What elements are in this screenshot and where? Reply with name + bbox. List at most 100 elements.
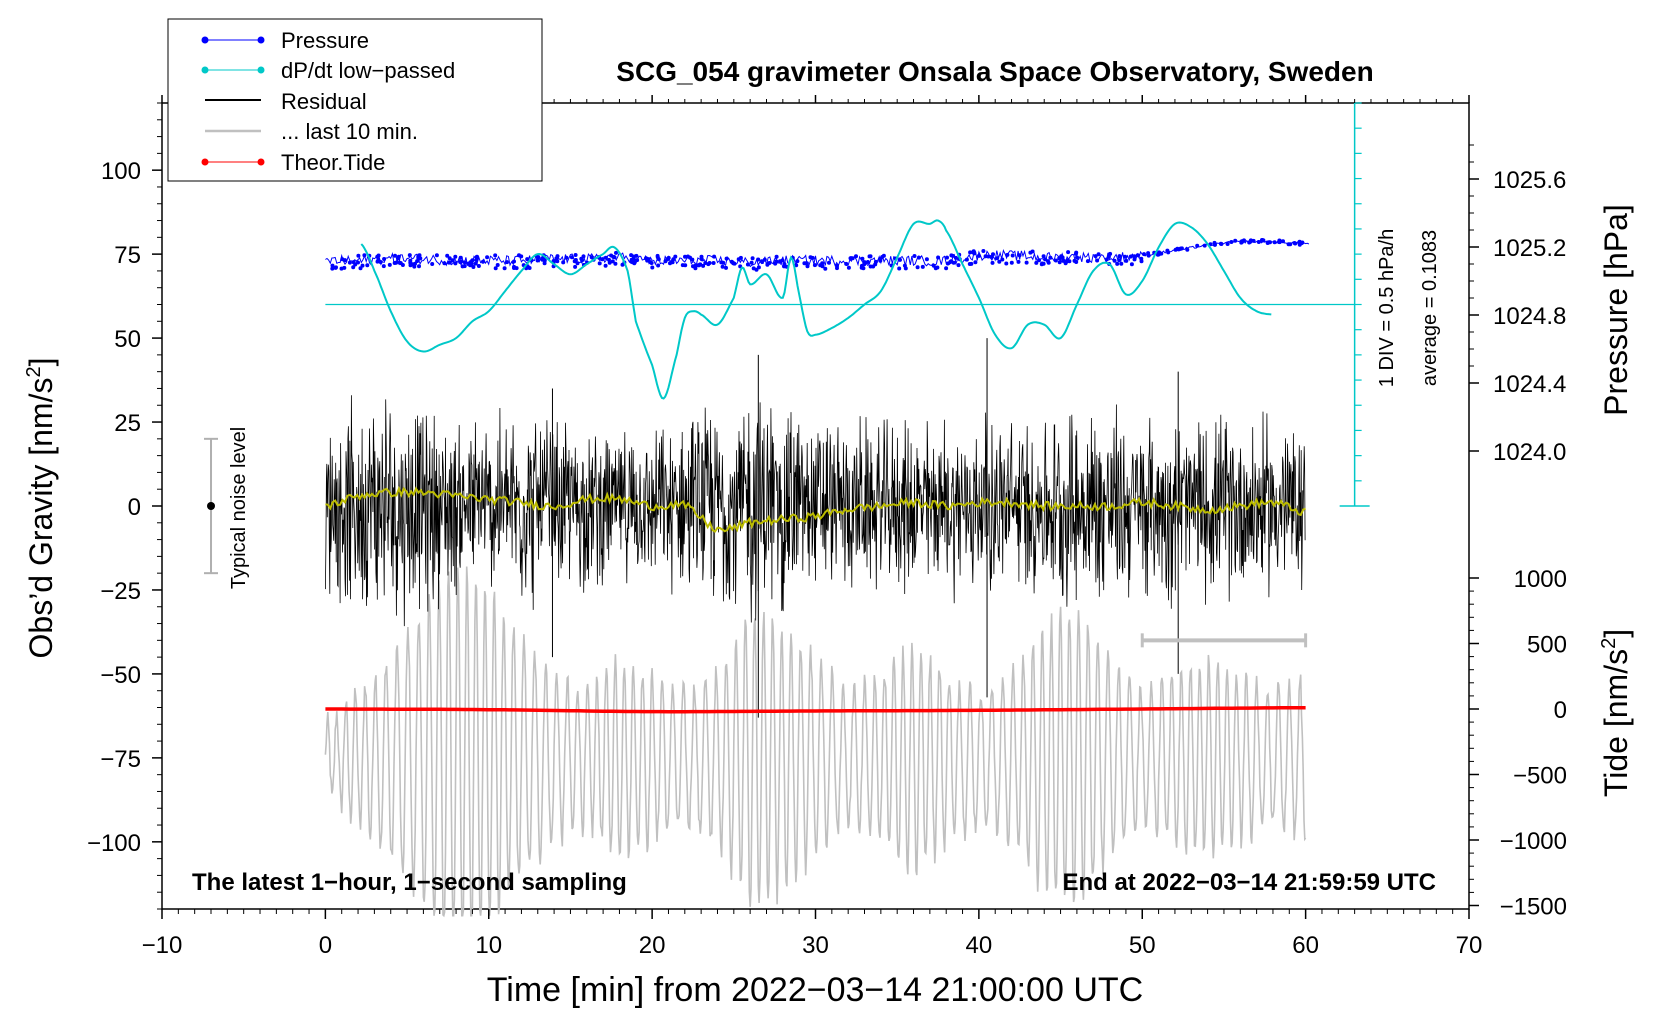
- pressure-point: [375, 254, 380, 259]
- pressure-point: [462, 260, 467, 265]
- pressure-point: [1115, 261, 1120, 266]
- pressure-point: [1248, 238, 1253, 243]
- y-tick-label: 75: [114, 242, 141, 269]
- pressure-point: [580, 258, 585, 263]
- pressure-point: [597, 261, 602, 266]
- pressure-point: [1041, 254, 1046, 259]
- pressure-point: [458, 255, 463, 260]
- legend-label-residual: Residual: [281, 89, 367, 114]
- annotation-sampling: The latest 1−hour, 1−second sampling: [192, 869, 627, 896]
- pressure-point: [474, 258, 479, 262]
- pressure-point: [634, 253, 639, 258]
- pressure-point: [951, 260, 956, 265]
- pressure-point: [1030, 249, 1035, 254]
- pressure-point: [756, 257, 761, 262]
- pressure-tick-label: 1024.0: [1493, 439, 1566, 466]
- pressure-point: [1005, 252, 1010, 257]
- x-tick-label: −10: [142, 932, 183, 959]
- pressure-point: [493, 266, 498, 271]
- pressure-point: [407, 253, 412, 258]
- pressure-point: [971, 250, 976, 255]
- pressure-point: [986, 254, 991, 259]
- pressure-point: [823, 266, 828, 271]
- tide-tick-label: −1500: [1500, 894, 1567, 921]
- pressure-point: [569, 255, 574, 260]
- pressure-point: [1286, 242, 1291, 247]
- pressure-point: [1239, 240, 1244, 245]
- pressure-point: [1117, 254, 1122, 259]
- pressure-point: [844, 261, 849, 266]
- pressure-point: [505, 260, 509, 265]
- pressure-point: [632, 260, 637, 264]
- y-tick-label: 0: [128, 494, 141, 521]
- pressure-point: [933, 266, 938, 271]
- pressure-point: [1281, 239, 1285, 244]
- pressure-point: [950, 253, 955, 258]
- pressure-point: [469, 261, 474, 266]
- pressure-point: [881, 253, 886, 258]
- pressure-point: [701, 263, 706, 268]
- pressure-point: [707, 261, 712, 265]
- pressure-point: [721, 260, 726, 265]
- pressure-point: [1124, 258, 1129, 263]
- reference-bars: [204, 437, 1308, 648]
- legend-entry-residual: Residual: [205, 89, 367, 114]
- legend-entry-tide: Theor.Tide: [201, 150, 385, 175]
- pressure-point: [1129, 262, 1134, 267]
- annotation-end-time: End at 2022−03−14 21:59:59 UTC: [1062, 869, 1436, 896]
- pressure-point: [1272, 240, 1277, 245]
- pressure-point: [964, 257, 969, 262]
- pressure-point: [859, 263, 864, 268]
- pressure-point: [1000, 257, 1005, 262]
- pressure-point: [564, 255, 569, 260]
- pressure-point: [1053, 258, 1058, 263]
- pressure-point: [613, 261, 618, 266]
- pressure-point: [729, 259, 734, 264]
- pressure-point: [680, 263, 685, 268]
- pressure-point: [330, 263, 335, 268]
- chart-title: SCG_054 gravimeter Onsala Space Observat…: [616, 56, 1373, 87]
- pressure-point: [850, 256, 855, 261]
- pressure-point: [394, 260, 399, 265]
- annotation-div: 1 DIV = 0.5 hPa/h: [1376, 229, 1398, 387]
- pressure-point: [1066, 250, 1071, 255]
- pressure-axis-label: Pressure [hPa]: [1598, 204, 1634, 416]
- pressure-point: [720, 264, 725, 269]
- pressure-point: [703, 261, 708, 265]
- pressure-point: [663, 259, 668, 264]
- pressure-point: [481, 259, 485, 264]
- pressure-point: [417, 253, 422, 258]
- pressure-point: [912, 254, 917, 258]
- pressure-point: [1004, 261, 1009, 266]
- pressure-point: [445, 253, 450, 258]
- pressure-point: [1010, 253, 1015, 258]
- pressure-point: [683, 254, 687, 259]
- pressure-point: [774, 254, 779, 259]
- pressure-point: [607, 257, 611, 262]
- pressure-point: [1112, 258, 1117, 263]
- pressure-point: [1039, 262, 1044, 267]
- pressure-point: [575, 261, 580, 266]
- pressure-point: [1293, 241, 1298, 246]
- pressure-point: [333, 265, 338, 270]
- pressure-point: [1048, 255, 1053, 260]
- legend-entry-last10: ... last 10 min.: [205, 119, 418, 144]
- pressure-point: [750, 256, 755, 261]
- pressure-point: [512, 266, 516, 270]
- pressure-point: [442, 261, 447, 266]
- pressure-point: [818, 263, 823, 268]
- pressure-point: [339, 266, 344, 271]
- pressure-point: [644, 256, 649, 261]
- pressure-point: [650, 265, 655, 270]
- legend-entry-dpdt: dP/dt low−passed: [201, 58, 455, 83]
- pressure-point: [502, 266, 507, 271]
- pressure-point: [573, 264, 578, 269]
- pressure-point: [493, 253, 498, 258]
- pressure-point: [865, 260, 870, 264]
- pressure-point: [745, 262, 750, 267]
- pressure-point: [1061, 258, 1066, 263]
- y-tick-label: −100: [87, 830, 141, 857]
- pressure-point: [358, 266, 363, 271]
- pressure-point: [808, 255, 813, 260]
- pressure-point: [603, 263, 608, 268]
